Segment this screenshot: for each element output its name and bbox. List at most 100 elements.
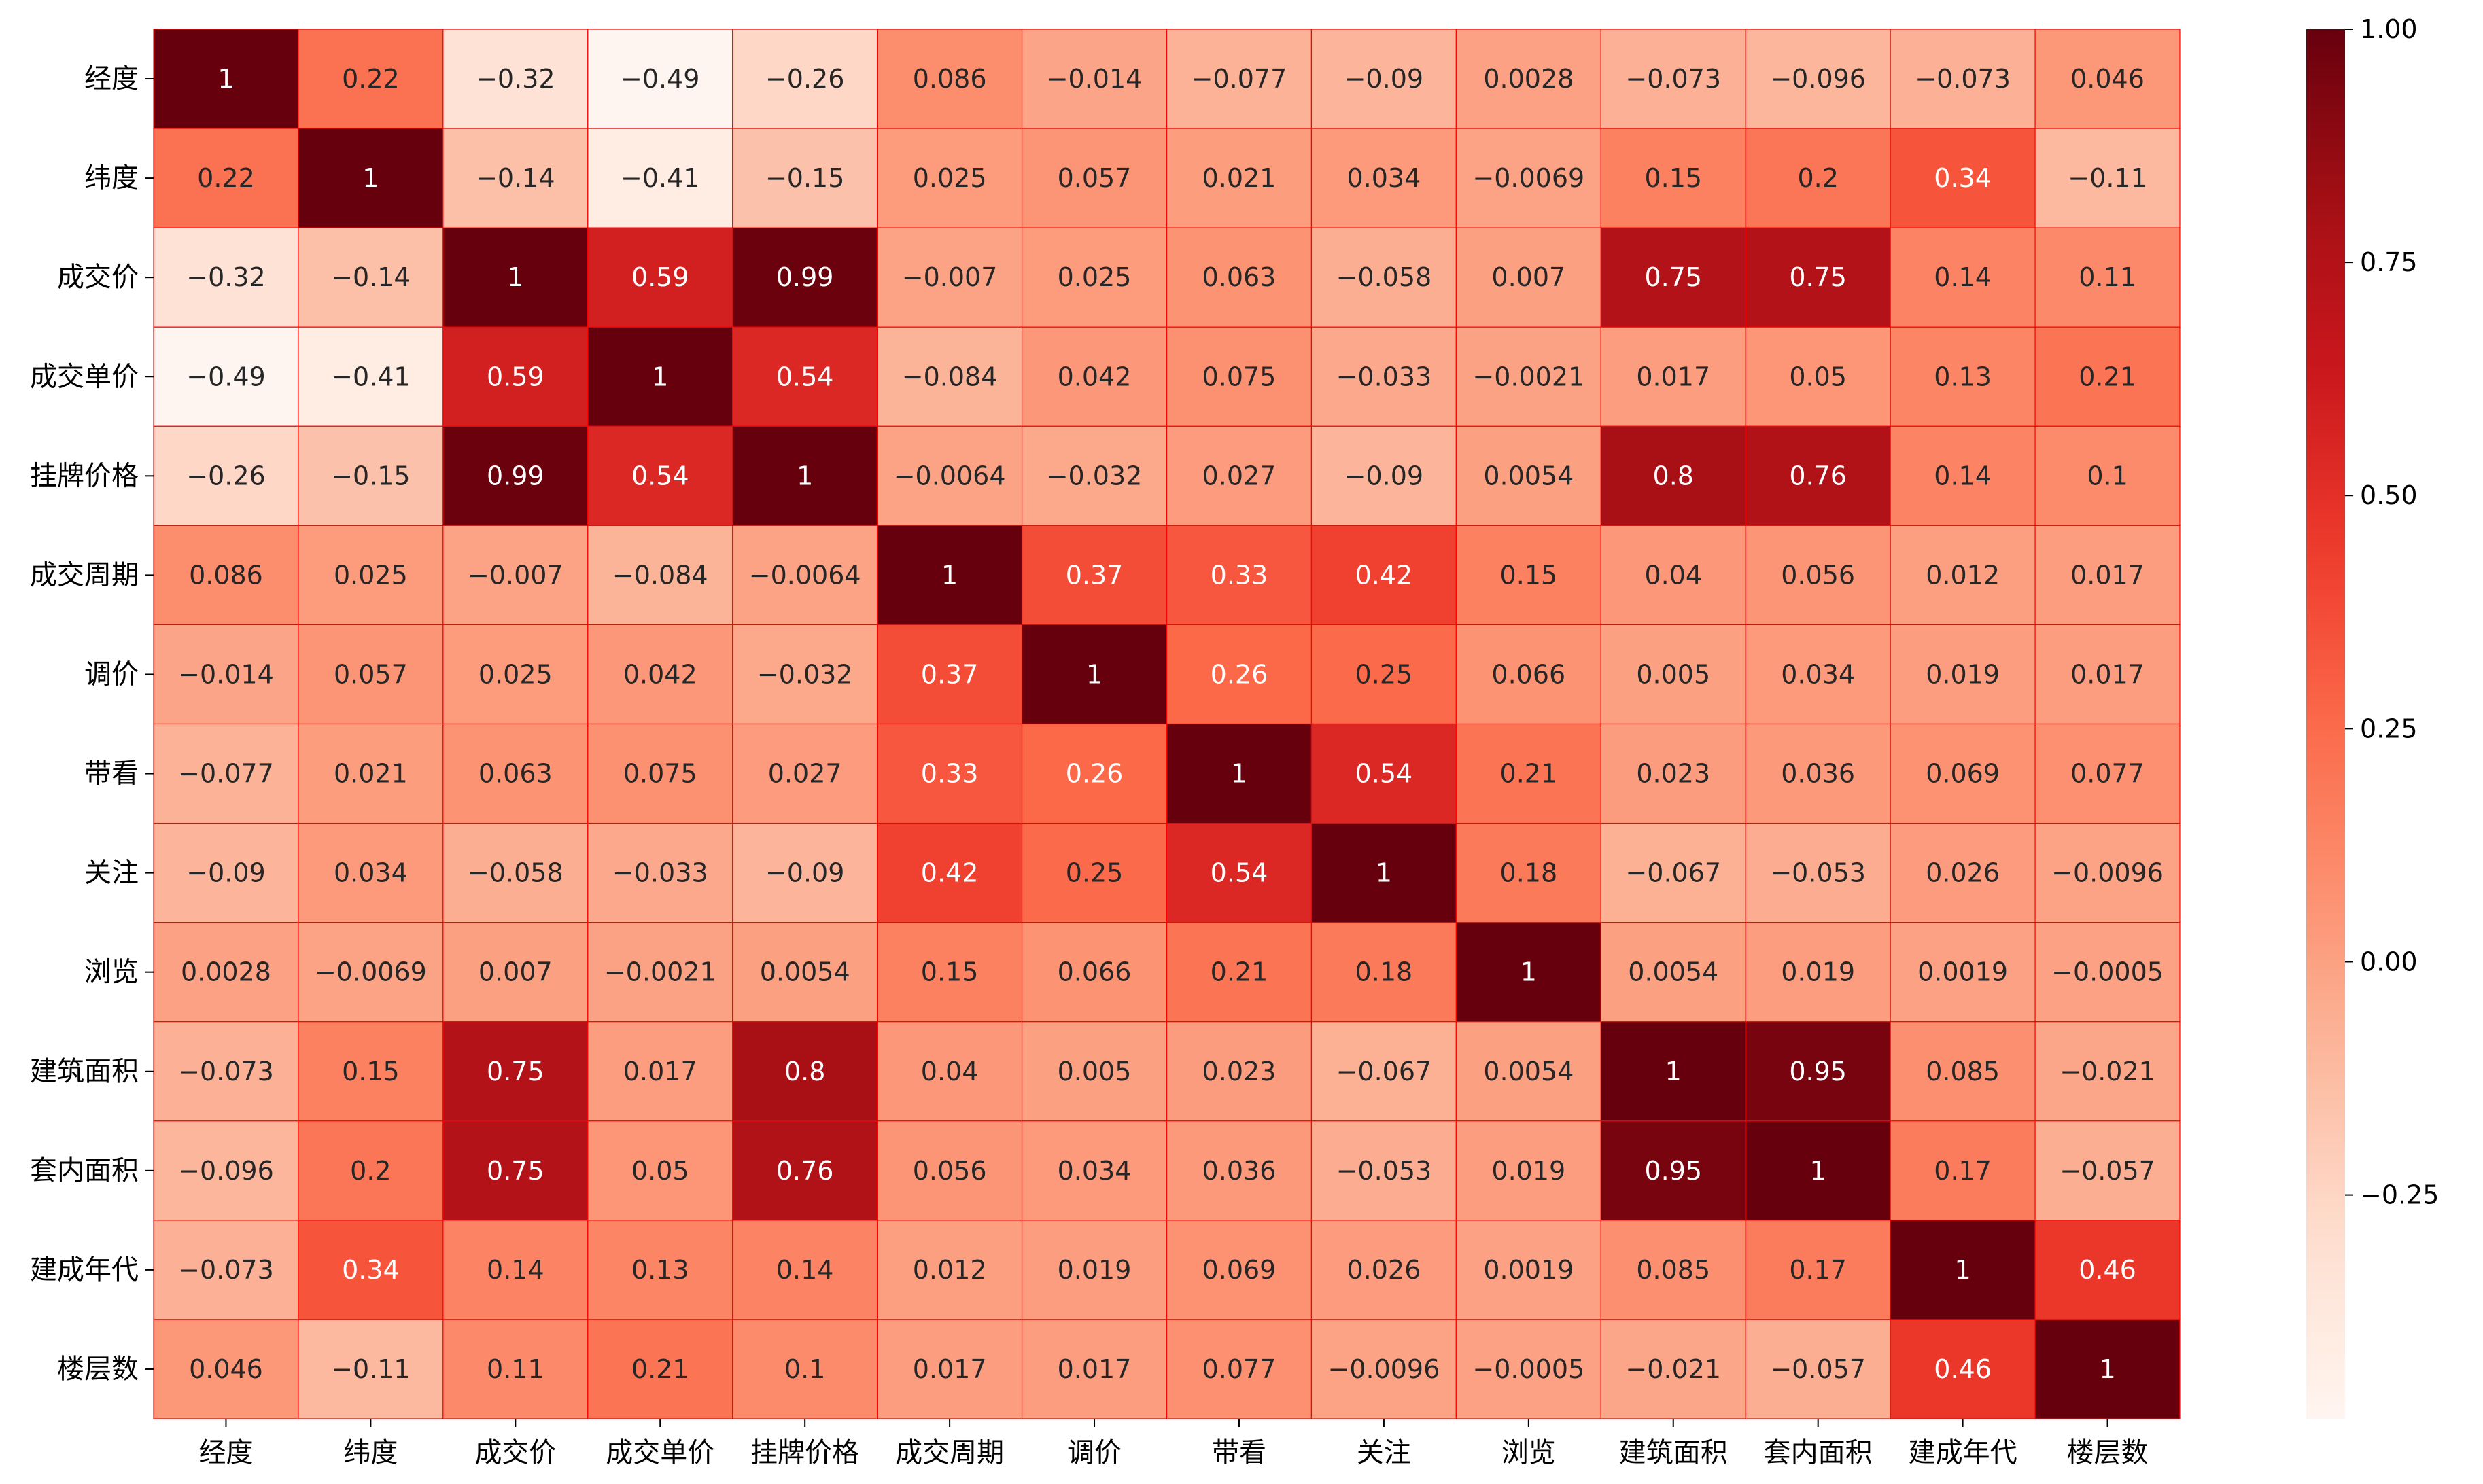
heatmap-cell [1021, 326, 1168, 427]
heatmap-cell [153, 822, 299, 923]
cell-value-label: 0.59 [631, 262, 689, 292]
heatmap-cell [1021, 1120, 1168, 1221]
cell-value-label: 0.025 [334, 560, 408, 590]
cell-value-label: −0.073 [178, 1057, 274, 1086]
cell-value-label: −0.007 [468, 560, 563, 590]
heatmap-cell [2034, 1220, 2181, 1320]
cell-value-label: −0.09 [1344, 64, 1423, 94]
cell-value-label: 0.063 [1202, 262, 1277, 292]
cell-value-label: 0.99 [776, 262, 834, 292]
cell-value-label: 0.76 [1789, 461, 1847, 491]
x-tick-label: 楼层数 [2067, 1437, 2149, 1468]
cell-value-label: 0.077 [2070, 759, 2145, 789]
cell-value-label: −0.09 [186, 858, 265, 888]
cell-value-label: 0.22 [342, 64, 400, 94]
heatmap-cell [1166, 227, 1313, 328]
heatmap-cell [877, 525, 1023, 626]
heatmap-cell [587, 128, 733, 228]
heatmap-cell [1745, 227, 1891, 328]
heatmap-cell [1166, 624, 1313, 725]
heatmap-cell [298, 1120, 444, 1221]
cell-value-label: 0.34 [1934, 163, 1992, 193]
heatmap-cell [1600, 1220, 1746, 1320]
cell-value-label: 0.75 [1789, 262, 1847, 292]
cell-value-label: −0.32 [186, 262, 265, 292]
cell-value-label: 0.017 [913, 1354, 987, 1384]
cell-value-label: 0.046 [189, 1354, 263, 1384]
heatmap-cell [1166, 723, 1313, 824]
heatmap-cell [442, 822, 589, 923]
heatmap-cell [153, 326, 299, 427]
heatmap-cell [2034, 922, 2181, 1023]
heatmap-cell [1455, 29, 1601, 129]
heatmap-cell [298, 29, 444, 129]
cell-value-label: 0.46 [2079, 1255, 2136, 1285]
heatmap-cell [442, 1120, 589, 1221]
cell-value-label: −0.49 [621, 64, 699, 94]
cell-value-label: 0.027 [1202, 461, 1277, 491]
heatmap-cell [1166, 1021, 1313, 1122]
heatmap-cell [1310, 1021, 1457, 1122]
cell-value-label: 0.085 [1636, 1255, 1710, 1285]
x-tick-label: 建筑面积 [1619, 1437, 1728, 1468]
heatmap-cell [1890, 822, 2036, 923]
y-tick-label: 浏览 [84, 957, 139, 988]
cell-value-label: −0.032 [757, 659, 853, 689]
heatmap-cell [587, 723, 733, 824]
heatmap-cell [2034, 326, 2181, 427]
cell-value-label: −0.15 [765, 163, 844, 193]
heatmap-cell [877, 326, 1023, 427]
cell-value-label: −0.0021 [604, 957, 716, 987]
cell-value-label: −0.26 [765, 64, 844, 94]
heatmap-cell [1021, 1021, 1168, 1122]
cell-value-label: −0.073 [1915, 64, 2011, 94]
heatmap-annotations: 1 0.22 −0.32 −0.49 −0.26 0.086 −0.014 −0.077 −0.… [178, 64, 2164, 1384]
heatmap-cell [1455, 227, 1601, 328]
heatmap-cell [442, 1021, 589, 1122]
heatmap-cell [587, 1021, 733, 1122]
heatmap-cell [1890, 723, 2036, 824]
cell-value-label: −0.057 [2060, 1156, 2155, 1186]
heatmap-cell [1890, 624, 2036, 725]
heatmap-cell [1600, 525, 1746, 626]
cell-value-label: 1 [1955, 1255, 1971, 1285]
heatmap-cell [877, 1220, 1023, 1320]
heatmap-cell [1310, 128, 1457, 228]
heatmap-cell [1745, 822, 1891, 923]
cell-value-label: −0.14 [331, 262, 410, 292]
x-tick-label: 成交周期 [895, 1437, 1004, 1468]
y-tick-label: 建筑面积 [30, 1056, 139, 1087]
heatmap-cell [1600, 1120, 1746, 1221]
heatmap-cell [732, 29, 878, 129]
x-tick-label: 成交单价 [606, 1437, 714, 1468]
cell-value-label: −0.084 [612, 560, 708, 590]
cell-value-label: 0.017 [2070, 659, 2145, 689]
cell-value-label: 0.21 [2079, 361, 2136, 391]
cell-value-label: 0.0019 [1917, 957, 2008, 987]
cell-value-label: 1 [1086, 659, 1102, 689]
cell-value-label: 1 [2099, 1354, 2115, 1384]
cell-value-label: 0.017 [623, 1057, 697, 1086]
cell-value-label: 0.056 [913, 1156, 987, 1186]
heatmap-cell [1310, 922, 1457, 1023]
cell-value-label: 0.046 [2070, 64, 2145, 94]
heatmap-cell [153, 723, 299, 824]
heatmap-cell [153, 624, 299, 725]
heatmap-cell [732, 1120, 878, 1221]
cell-value-label: 0.54 [776, 361, 834, 391]
cell-value-label: −0.0064 [894, 461, 1006, 491]
heatmap-cells [153, 29, 2181, 1419]
heatmap-cell [1745, 425, 1891, 526]
heatmap-cell [1890, 525, 2036, 626]
cell-value-label: 0.37 [921, 659, 979, 689]
cell-value-label: 0.019 [1926, 659, 2000, 689]
cell-value-label: 0.05 [1789, 361, 1847, 391]
heatmap-cell [732, 723, 878, 824]
cell-value-label: 0.086 [913, 64, 987, 94]
x-tick-label: 浏览 [1501, 1437, 1556, 1468]
heatmap-cell [732, 128, 878, 228]
heatmap-cell [732, 922, 878, 1023]
cell-value-label: −0.057 [1770, 1354, 1866, 1384]
cell-value-label: 0.76 [776, 1156, 834, 1186]
